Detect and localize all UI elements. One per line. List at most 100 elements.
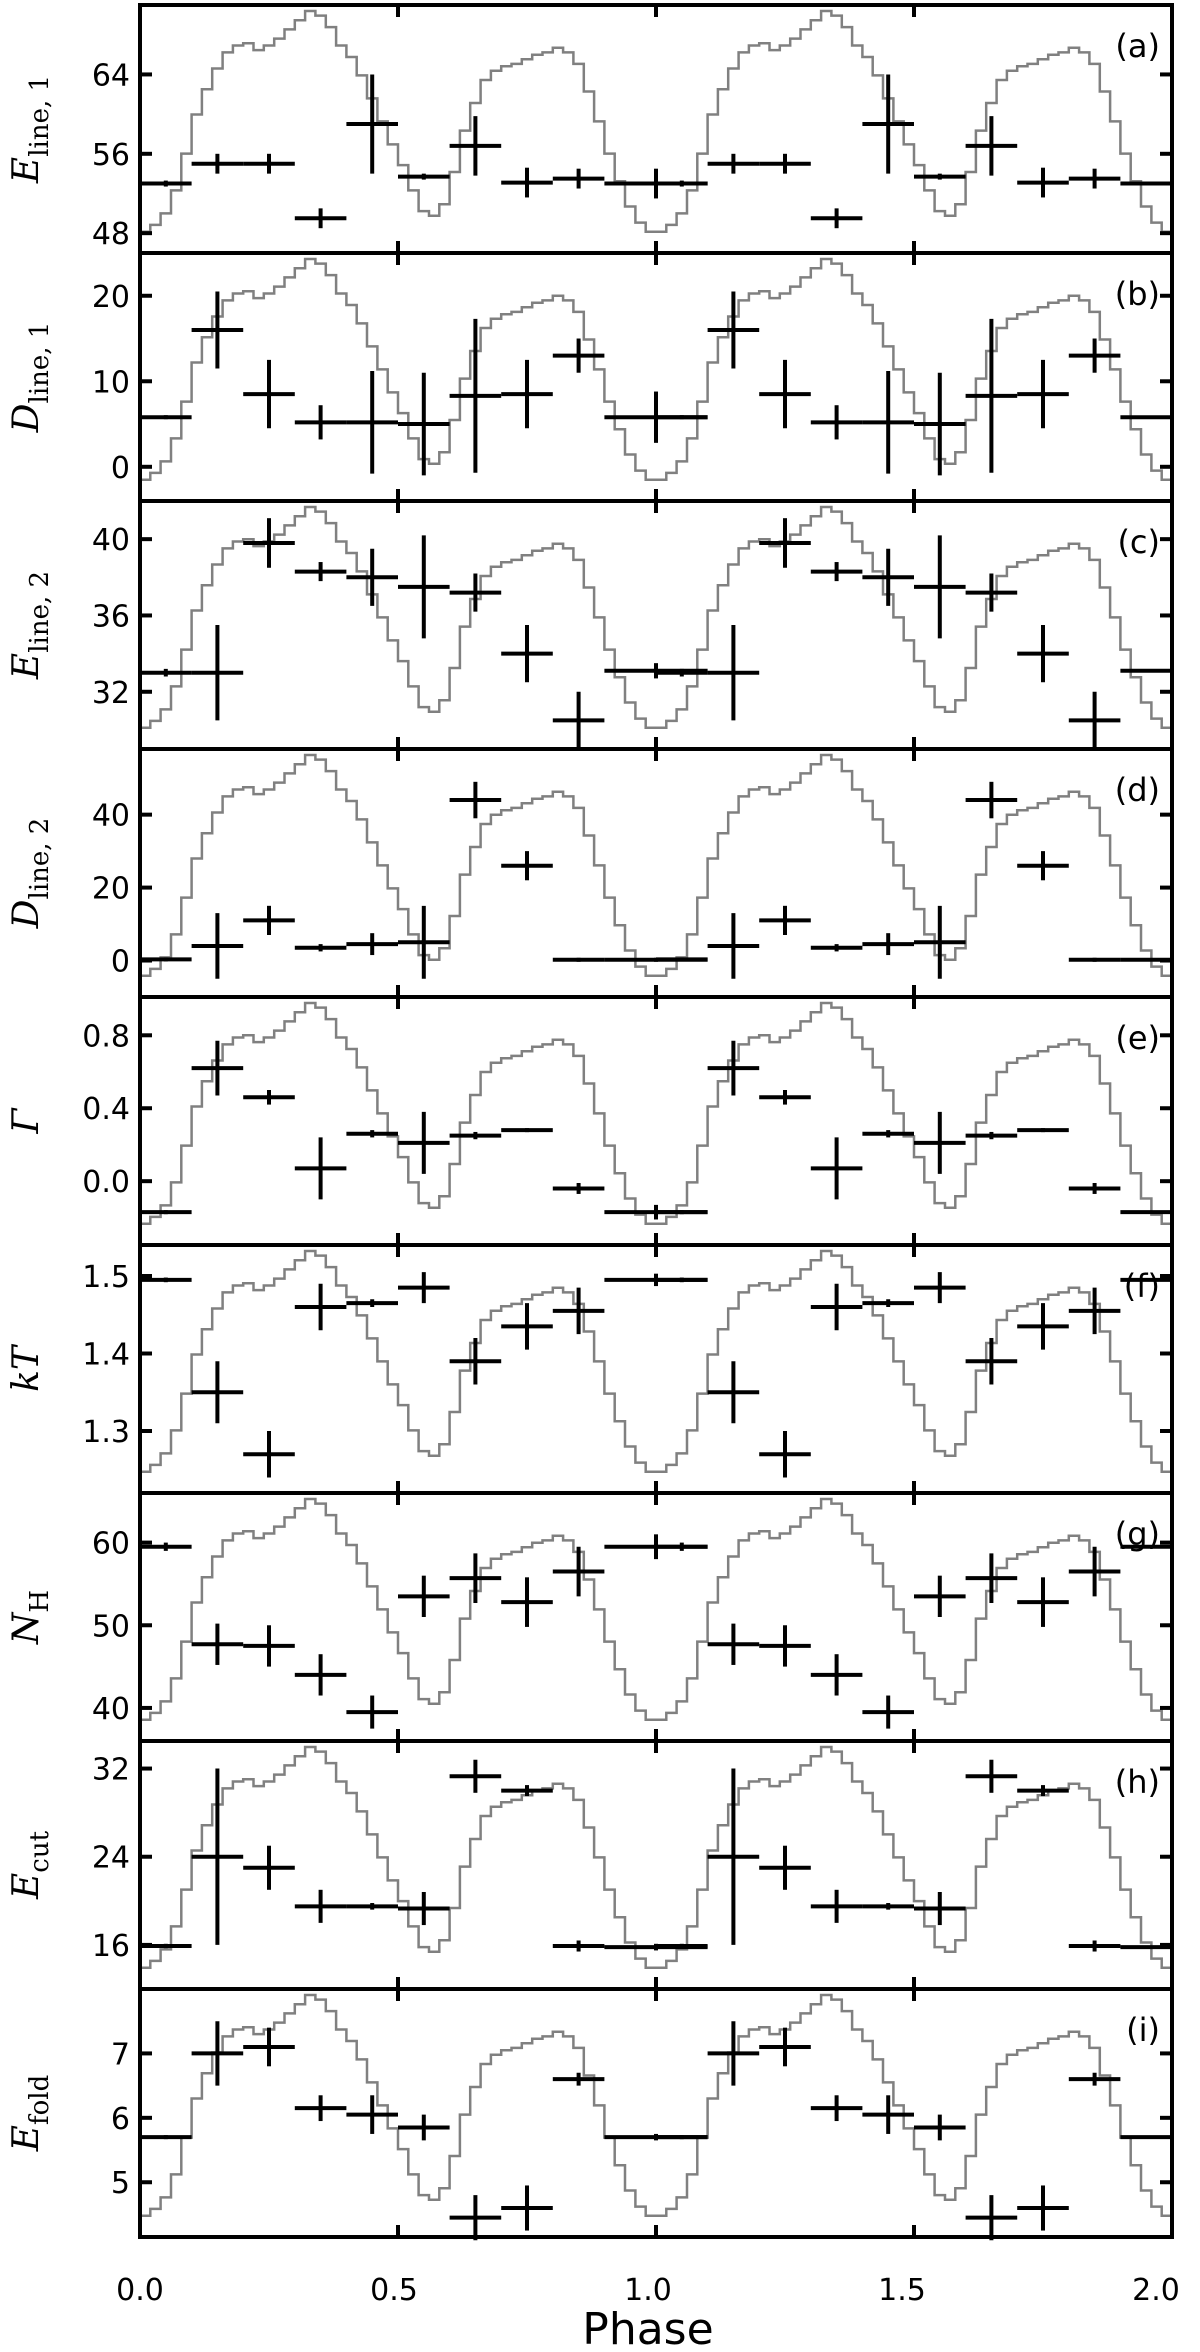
data-point xyxy=(862,1130,914,1138)
y-axis-label: Dline, 1 xyxy=(6,322,55,434)
data-point xyxy=(294,1137,347,1200)
data-point xyxy=(243,1845,295,1890)
data-point xyxy=(191,625,244,721)
data-point xyxy=(501,1128,553,1133)
data-point xyxy=(1120,663,1174,679)
data-point xyxy=(501,625,553,683)
data-point xyxy=(243,359,295,429)
y-tick-label: 1.3 xyxy=(82,1415,130,1450)
panel-label: (d) xyxy=(1115,771,1160,809)
y-tick-label: 0 xyxy=(111,451,130,486)
data-point xyxy=(810,1137,863,1200)
data-point xyxy=(914,372,966,476)
data-point xyxy=(1017,1785,1069,1797)
data-point xyxy=(346,1903,398,1910)
y-tick-label: 32 xyxy=(92,1753,130,1788)
data-point xyxy=(810,1889,863,1923)
data-point xyxy=(862,2095,914,2134)
panel-label: (e) xyxy=(1115,1019,1160,1057)
data-point xyxy=(1017,625,1069,683)
data-point xyxy=(449,1338,502,1385)
y-tick-label: 50 xyxy=(92,1609,130,1644)
data-point xyxy=(501,359,553,429)
data-point xyxy=(243,153,295,174)
data-point xyxy=(243,1090,295,1105)
data-point xyxy=(398,173,450,180)
data-point xyxy=(707,1768,760,1945)
data-point xyxy=(346,933,398,956)
data-point xyxy=(656,2135,708,2140)
y-tick-label: 60 xyxy=(92,1527,130,1562)
data-point xyxy=(552,1287,605,1335)
data-point xyxy=(656,415,708,420)
data-point xyxy=(346,1130,398,1138)
data-point xyxy=(965,1759,1018,1793)
data-point xyxy=(914,1892,966,1926)
data-point xyxy=(810,2095,863,2122)
data-point xyxy=(140,668,192,677)
data-point xyxy=(862,1299,914,1307)
y-axis-label: Ecut xyxy=(6,1830,55,1900)
data-point xyxy=(243,518,295,568)
data-point xyxy=(1068,338,1121,373)
panel-b: 0 10 20 (b) Dline, 1 xyxy=(6,251,1174,503)
panel-a: 48 56 64 (a) Eline, 1 xyxy=(6,3,1174,255)
data-point xyxy=(1017,1303,1069,1350)
data-point xyxy=(656,180,708,187)
data-point xyxy=(656,668,708,677)
data-point xyxy=(398,1575,450,1617)
data-point xyxy=(346,1695,398,1729)
data-point xyxy=(552,1940,605,1952)
data-point xyxy=(191,2021,244,2086)
panel-frame xyxy=(138,1987,1174,2239)
data-point xyxy=(449,1131,502,1140)
data-point xyxy=(1068,2072,1121,2086)
data-point xyxy=(862,933,914,956)
data-point xyxy=(810,1283,863,1331)
data-point xyxy=(707,1361,760,1424)
data-point xyxy=(191,1768,244,1945)
data-point xyxy=(759,1845,811,1890)
data-point xyxy=(449,1759,502,1793)
data-point xyxy=(1068,957,1121,962)
data-point xyxy=(449,781,502,819)
panel-label: (h) xyxy=(1115,1763,1160,1801)
y-tick-label: 0 xyxy=(111,945,130,980)
y-tick-label: 0.4 xyxy=(82,1092,130,1127)
y-tick-label: 36 xyxy=(92,599,130,634)
data-point xyxy=(965,1338,1018,1385)
data-point xyxy=(914,905,966,979)
data-point xyxy=(346,1299,398,1307)
pulse-profile-line xyxy=(140,1497,1172,1722)
data-point xyxy=(140,2135,192,2140)
data-point xyxy=(140,1542,192,1551)
data-point xyxy=(914,1272,966,1304)
y-tick-label: 48 xyxy=(92,217,130,252)
data-point xyxy=(552,168,605,189)
panel-i: 5 6 7 (i) Efold xyxy=(6,1987,1174,2241)
y-tick-label: 24 xyxy=(92,1841,130,1876)
y-axis-label: Dline, 2 xyxy=(6,818,55,930)
data-point xyxy=(707,913,760,979)
panel-f: 1.3 1.4 1.5 (f) kT xyxy=(6,1243,1174,1495)
y-tick-label: 1.4 xyxy=(82,1338,130,1373)
data-point xyxy=(398,905,450,979)
y-tick-label: 5 xyxy=(111,2166,130,2201)
y-tick-label: 10 xyxy=(92,365,130,400)
data-point xyxy=(656,957,708,962)
y-axis-label: Efold xyxy=(6,2075,55,2153)
data-point xyxy=(965,2195,1018,2241)
y-axis-label: NH xyxy=(6,1590,55,1645)
data-point xyxy=(1068,1287,1121,1335)
panel-label: (c) xyxy=(1117,523,1160,561)
y-tick-label: 20 xyxy=(92,280,130,315)
data-point xyxy=(501,851,553,881)
data-point xyxy=(1017,2185,1069,2231)
y-tick-label: 40 xyxy=(92,799,130,834)
data-point xyxy=(552,1546,605,1597)
data-point xyxy=(914,173,966,180)
data-point xyxy=(810,1654,863,1696)
data-point xyxy=(294,405,347,440)
x-tick-label: 1.5 xyxy=(878,2273,926,2308)
data-point xyxy=(965,1131,1018,1140)
